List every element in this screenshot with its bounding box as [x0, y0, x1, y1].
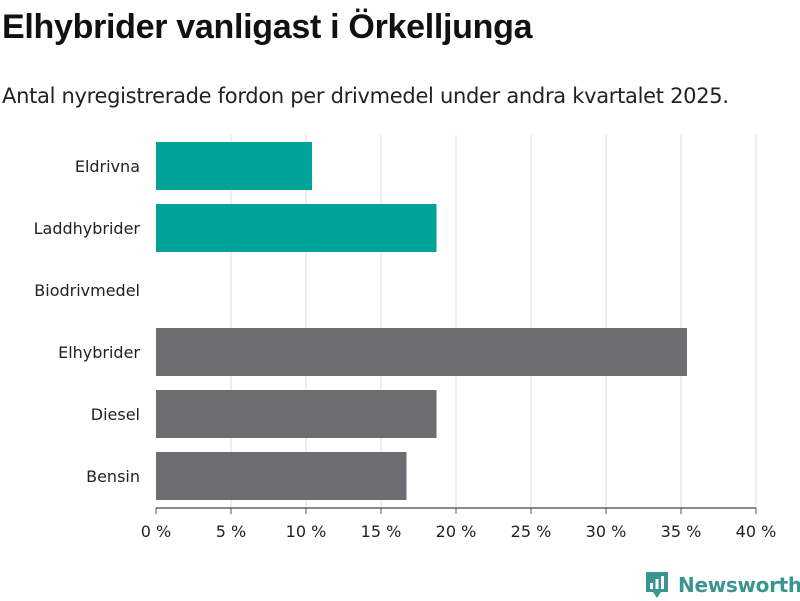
- bar-elhybrider: [156, 328, 687, 376]
- bar-laddhybrider: [156, 204, 437, 252]
- brand: Newsworthy: [644, 569, 800, 601]
- x-tick-label: 25 %: [511, 522, 552, 541]
- category-label: Diesel: [91, 405, 140, 424]
- newsworthy-logo-icon: [646, 572, 668, 598]
- x-tick-label: 35 %: [661, 522, 702, 541]
- x-tick-label: 5 %: [216, 522, 246, 541]
- x-tick-label: 10 %: [286, 522, 327, 541]
- x-tick-label: 40 %: [736, 522, 777, 541]
- grid-lines: [230, 135, 757, 508]
- brand-name: Newsworthy: [678, 573, 800, 597]
- bar-diesel: [156, 390, 437, 438]
- category-label: Laddhybrider: [34, 219, 141, 238]
- category-label: Bensin: [86, 467, 140, 486]
- chart-subtitle: Antal nyregistrerade fordon per drivmede…: [2, 84, 729, 108]
- chart-title: Elhybrider vanligast i Örkelljunga: [2, 8, 533, 46]
- category-label: Biodrivmedel: [34, 281, 140, 300]
- x-tick-label: 0 %: [141, 522, 171, 541]
- x-tick-label: 15 %: [361, 522, 402, 541]
- bar-chart: Eldrivna Laddhybrider Biodrivmedel Elhybrid…: [34, 135, 777, 541]
- category-label: Elhybrider: [58, 343, 140, 362]
- x-axis: 0 % 5 % 10 % 15 % 20 % 25 % 30 % 35 % 40 %: [141, 507, 777, 541]
- bars: [156, 142, 687, 500]
- x-tick-label: 30 %: [586, 522, 627, 541]
- bar-bensin: [156, 452, 407, 500]
- category-label: Eldrivna: [75, 157, 140, 176]
- category-labels: Eldrivna Laddhybrider Biodrivmedel Elhybrid…: [34, 157, 141, 486]
- x-tick-label: 20 %: [436, 522, 477, 541]
- bar-eldrivna: [156, 142, 312, 190]
